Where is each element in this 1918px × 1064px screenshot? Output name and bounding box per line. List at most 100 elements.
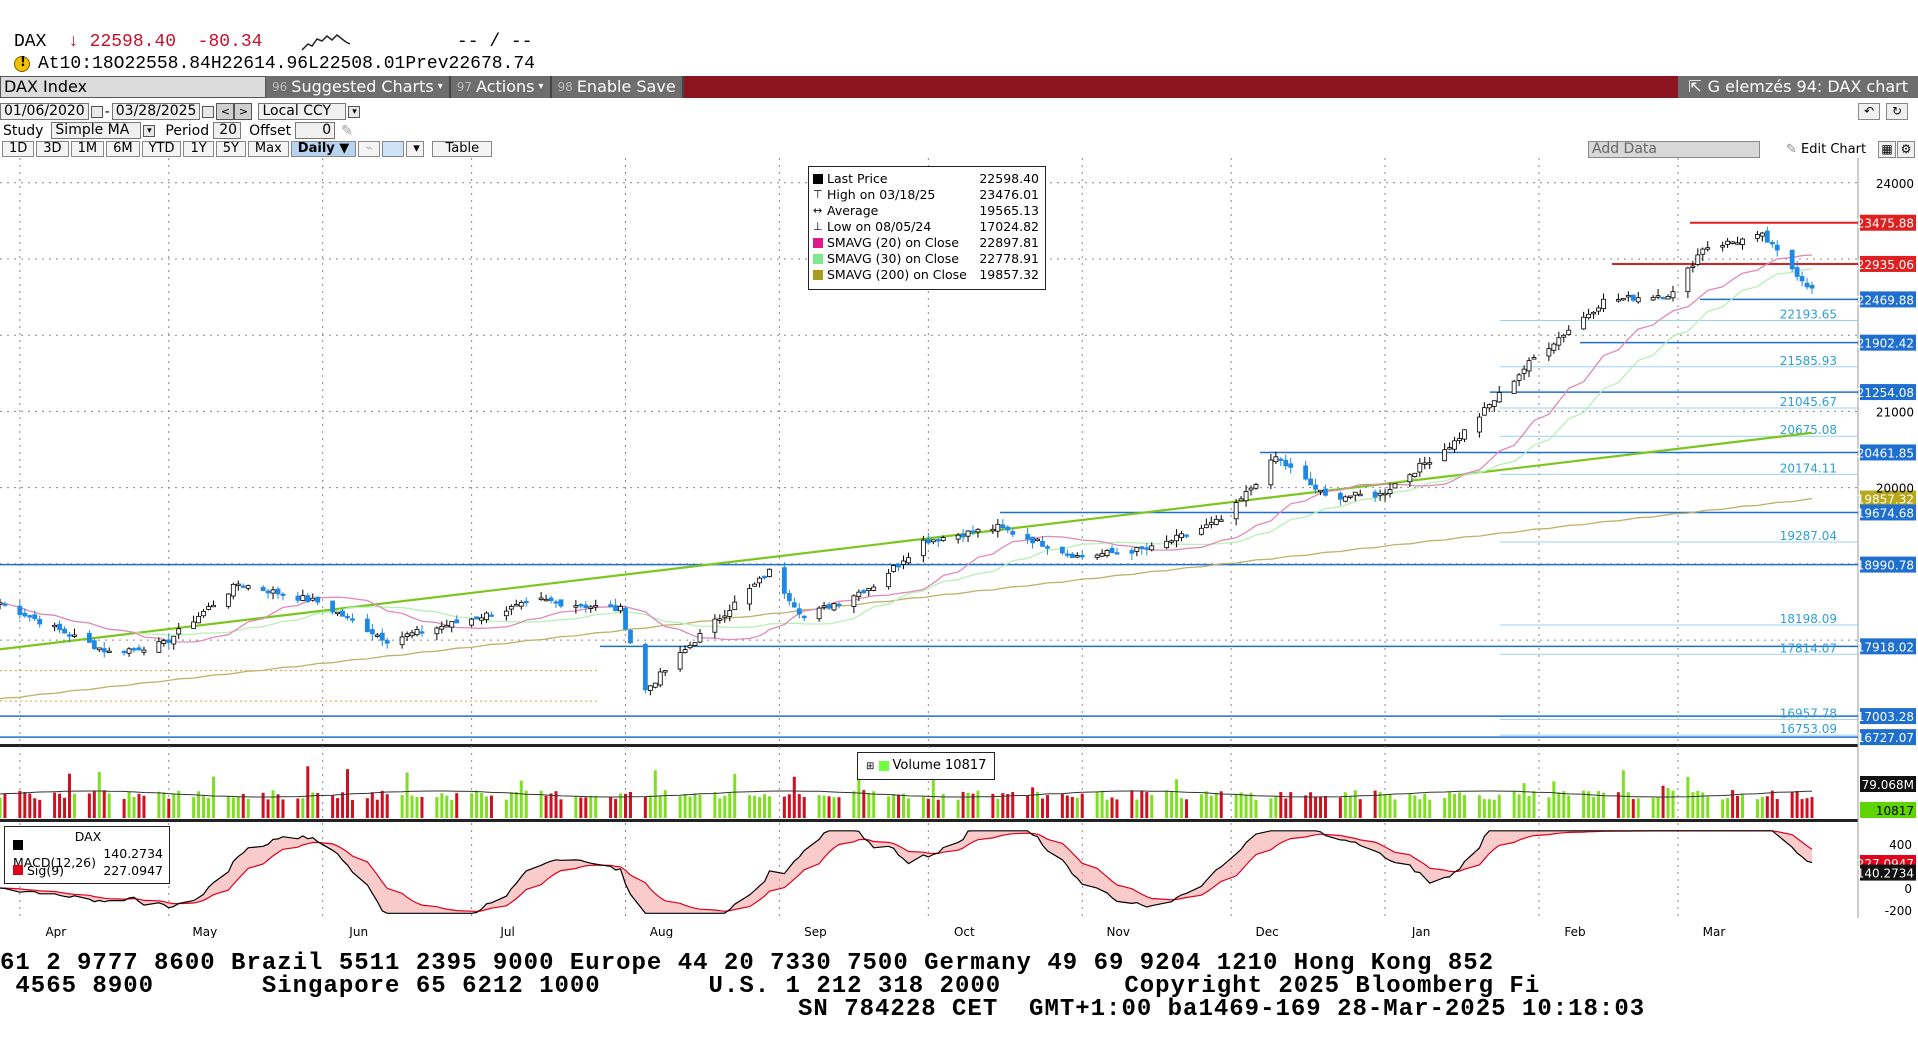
candle xyxy=(1099,553,1105,557)
candle xyxy=(72,634,77,637)
gear-icon[interactable]: ⚙ xyxy=(1897,141,1915,158)
volume-bar xyxy=(1175,779,1179,818)
volume-bar xyxy=(1184,799,1188,818)
suggested-charts-button[interactable]: 96 Suggested Charts ▾ xyxy=(266,76,451,98)
candle xyxy=(697,633,703,643)
tab-5y[interactable]: 5Y xyxy=(215,141,246,157)
volume-bar xyxy=(266,799,270,818)
candle xyxy=(1740,238,1745,245)
candle xyxy=(732,601,738,610)
candle xyxy=(409,632,415,637)
volume-bar xyxy=(1100,790,1104,818)
price-chart[interactable]: 22193.65 21585.93 21045.67 20675.08 20174.11… xyxy=(0,158,1918,938)
end-date-input[interactable]: 03/28/2025 xyxy=(111,103,201,120)
chevron-down-icon[interactable]: ▾ xyxy=(143,124,156,137)
chevron-down-icon[interactable]: ▾ xyxy=(348,105,361,118)
chart-settings-icon[interactable]: ▦ xyxy=(1878,141,1896,158)
candle xyxy=(0,602,3,605)
candle xyxy=(1655,295,1661,298)
candle xyxy=(752,583,757,587)
candle xyxy=(1546,348,1552,357)
currency-select[interactable]: Local CCY xyxy=(258,103,347,120)
candle xyxy=(1129,550,1135,554)
volume-bar xyxy=(1592,797,1596,818)
volume-bar xyxy=(207,798,211,818)
candle xyxy=(995,523,1001,532)
tab-1m[interactable]: 1M xyxy=(70,141,105,157)
frequency-select[interactable]: Daily ▼ xyxy=(290,141,357,157)
volume-bar xyxy=(758,797,762,818)
macd-signal-line xyxy=(0,830,1813,913)
tab-1y[interactable]: 1Y xyxy=(183,141,214,157)
tab-1d[interactable]: 1D xyxy=(2,141,35,157)
volume-bar xyxy=(400,795,404,818)
add-data-input[interactable]: Add Data xyxy=(1588,141,1760,158)
volume-bar xyxy=(1060,793,1064,818)
enable-save-button[interactable]: 98 Enable Save xyxy=(551,76,684,98)
axis-tag xyxy=(1860,556,1916,573)
candle xyxy=(454,619,460,624)
tab-ytd[interactable]: YTD xyxy=(141,141,182,157)
volume-bar xyxy=(663,790,667,818)
line-style-icon[interactable]: ⌁ xyxy=(358,141,381,157)
volume-bar xyxy=(1701,792,1705,818)
study-select[interactable]: Simple MA xyxy=(51,122,142,139)
calendar-icon[interactable] xyxy=(202,105,215,118)
volume-bar xyxy=(1477,795,1481,818)
volume-bar xyxy=(306,766,310,818)
axis-tag xyxy=(1860,504,1916,521)
volume-bar xyxy=(1199,794,1203,818)
period-input[interactable]: 20 xyxy=(213,122,242,139)
chevron-down-icon[interactable]: ▾ xyxy=(406,141,425,157)
volume-legend: ⊞ Volume 10817 xyxy=(857,752,995,780)
x-axis-label: Sep xyxy=(804,925,827,938)
x-axis-label: Feb xyxy=(1564,925,1585,938)
candle xyxy=(503,610,509,617)
candle xyxy=(1804,282,1810,288)
tab-6m[interactable]: 6M xyxy=(106,141,140,157)
calendar-icon[interactable] xyxy=(90,105,103,118)
volume-bar xyxy=(1731,790,1735,818)
prev-period-button[interactable]: < xyxy=(216,103,235,120)
tab-table[interactable]: Table xyxy=(432,141,493,157)
footer-contacts-line2: 4565 8900 Singapore 65 6212 1000 U.S. 1 … xyxy=(0,973,1541,1000)
macd-histogram-fill xyxy=(0,830,1812,914)
candle xyxy=(1581,316,1587,330)
candle xyxy=(1496,392,1502,403)
candle xyxy=(1079,554,1085,558)
offset-input[interactable]: 0 xyxy=(295,122,336,139)
candle xyxy=(1452,440,1457,450)
candle xyxy=(1625,295,1631,298)
volume-bar xyxy=(1383,793,1387,818)
edit-chart-button[interactable]: ✎ Edit Chart xyxy=(1786,142,1867,157)
tab-3d[interactable]: 3D xyxy=(36,141,69,157)
volume-bar xyxy=(693,793,697,818)
candle xyxy=(17,605,23,615)
volume-bar xyxy=(1348,796,1352,818)
security-field[interactable]: DAX Index xyxy=(0,76,266,98)
alert-icon[interactable] xyxy=(14,55,30,72)
next-period-button[interactable]: > xyxy=(234,103,253,120)
volume-bar xyxy=(1636,798,1640,818)
fib-label: 20675.08 xyxy=(1780,423,1837,437)
tab-max[interactable]: Max xyxy=(247,141,289,157)
bar-style-icon[interactable] xyxy=(382,141,405,157)
volume-bar xyxy=(544,795,548,818)
candle xyxy=(1511,380,1517,394)
candle xyxy=(265,590,271,594)
volume-bar xyxy=(63,797,67,818)
refresh-icon[interactable]: ↻ xyxy=(1886,103,1908,120)
start-date-input[interactable]: 01/06/2020 xyxy=(0,103,89,120)
candle xyxy=(1407,474,1413,483)
actions-button[interactable]: 97 Actions ▾ xyxy=(450,76,552,98)
candle xyxy=(96,647,102,651)
chart-title-button[interactable]: ⇱ G elemzés 94: DAX chart xyxy=(1678,76,1918,98)
pencil-icon[interactable]: ✎ xyxy=(341,122,353,139)
x-axis-label: Jun xyxy=(348,925,368,938)
candle xyxy=(558,599,564,607)
volume-bar xyxy=(211,776,215,818)
undo-icon[interactable]: ↶ xyxy=(1858,103,1880,120)
x-axis-label: May xyxy=(192,925,217,938)
candle xyxy=(91,640,97,649)
chevron-down-icon: ▾ xyxy=(538,81,544,92)
